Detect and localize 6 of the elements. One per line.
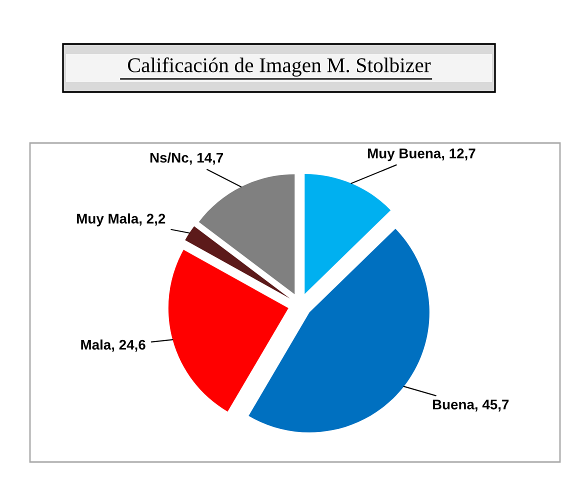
slice-label: Muy Mala, 2,2 — [77, 213, 166, 226]
slice-label: Mala, 24,6 — [81, 339, 146, 352]
slice-label: Muy Buena, 12,7 — [368, 148, 476, 162]
chart-title: Calificación de Imagen M. Stolbizer — [128, 57, 431, 77]
slice-label: Ns/Nc, 14,7 — [150, 152, 224, 165]
slice-label: Buena, 45,7 — [432, 400, 509, 412]
